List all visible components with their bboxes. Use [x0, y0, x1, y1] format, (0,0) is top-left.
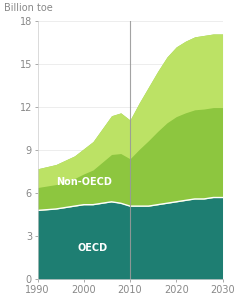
Text: Non-OECD: Non-OECD: [56, 177, 112, 187]
Text: Billion toe: Billion toe: [4, 3, 53, 13]
Text: OECD: OECD: [78, 243, 108, 253]
